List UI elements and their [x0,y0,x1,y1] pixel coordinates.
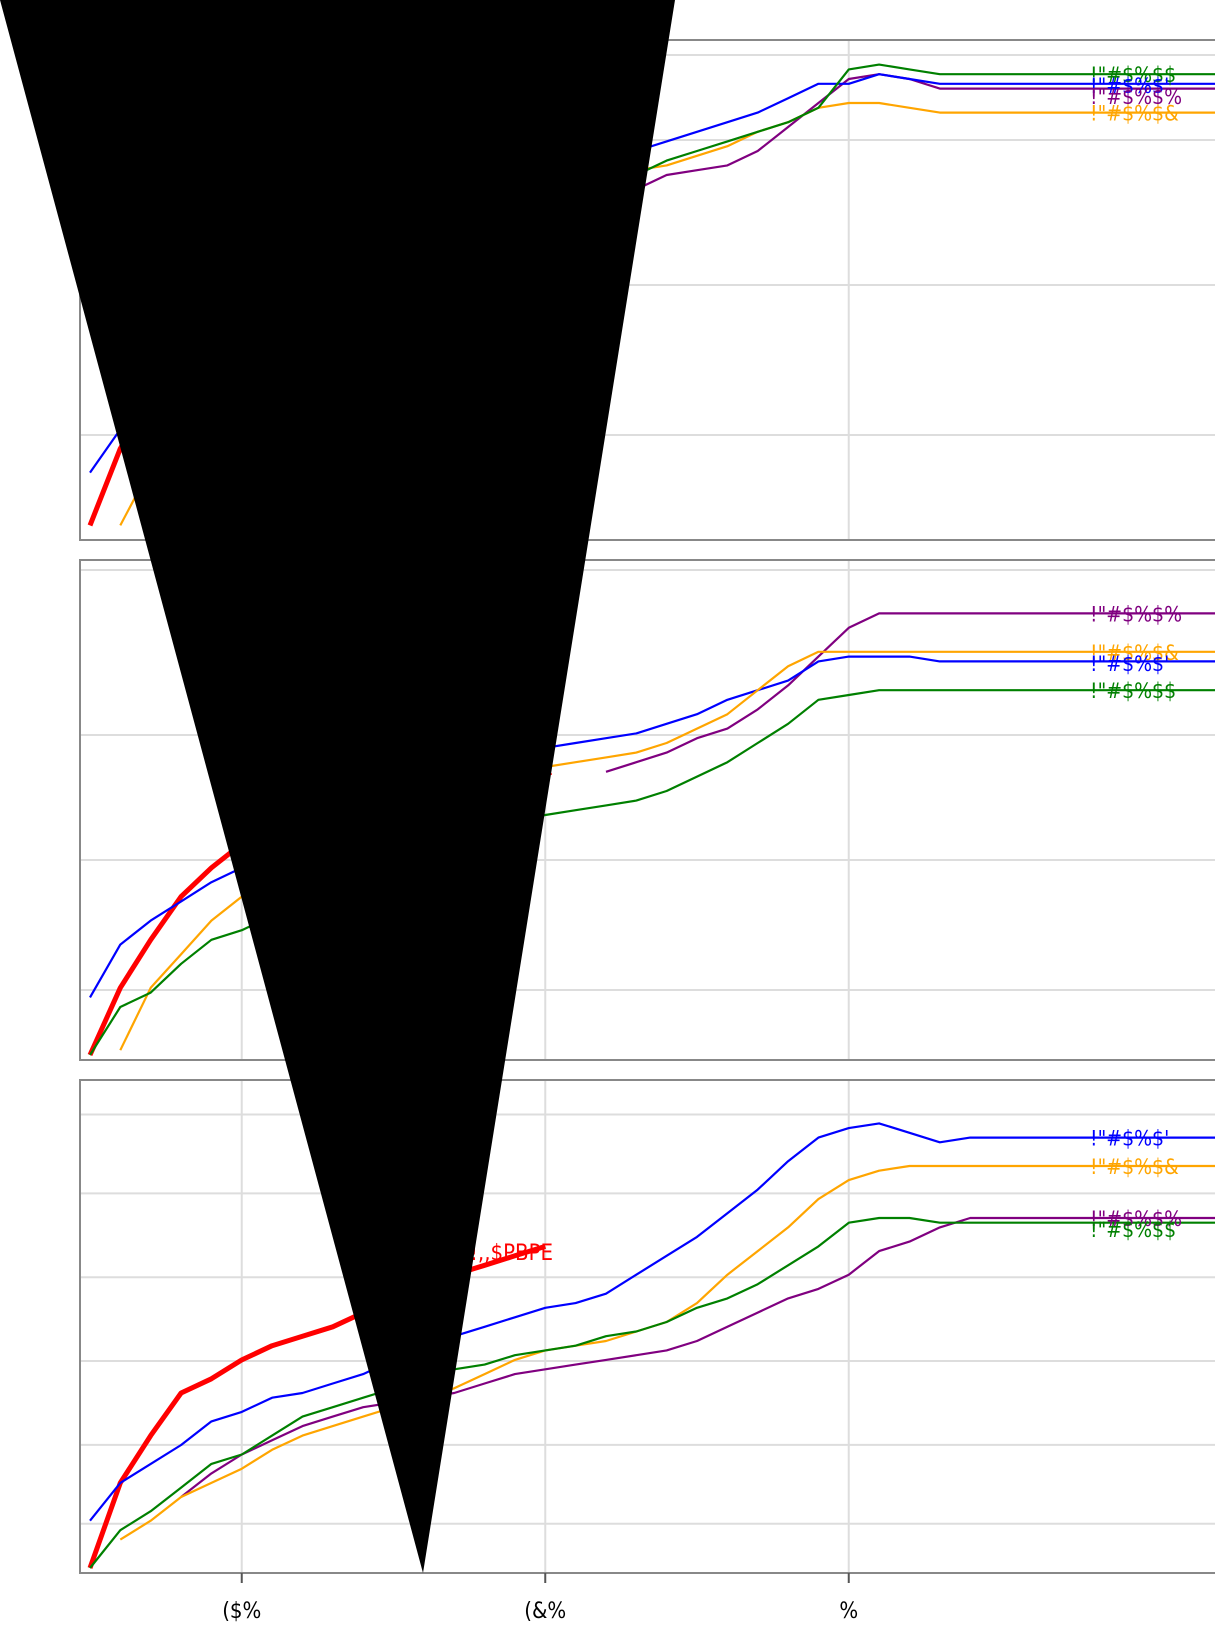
x-axis: ($% (&%% [222,1573,858,1624]
x-tick-label: ($% [222,1599,261,1624]
x-tick-label: (&% [524,1599,566,1624]
series-end-label: !"#$%$& [1090,641,1179,665]
series-end-label: !"#$%$& [1090,1155,1179,1179]
series-end-label: !"#$%$% [1090,602,1182,626]
series-line-008000 [89,1216,1215,1569]
black-triangle-occluder [0,0,675,1573]
series-line-ffa500 [119,1164,1215,1541]
series-end-label: !"#$%$$ [1090,63,1176,87]
series-end-label: !"#$%$& [1090,102,1179,126]
chart-panel-3: !,,$PBPE !"#$%$' !"#$%$& !"#$%$%!"#$%$$ [79,1079,1215,1574]
series-line-800080 [180,1216,1215,1498]
panel-frame [79,1079,1215,1574]
series-line-highlight [87,1244,547,1569]
x-tick-label: % [839,1599,858,1624]
series-end-label: !"#$%$% [1090,1207,1182,1231]
series-end-label: !"#$%$' [1090,74,1169,98]
series-line-0000ff [89,1122,1215,1522]
series-end-label: !"#$%$' [1090,1127,1169,1151]
series-end-label: !"#$%$% [1090,85,1182,109]
annotation-label: !,,$PBPE [470,1241,553,1266]
series-end-label: !"#$%$$ [1090,679,1176,703]
series-end-label: !"#$%$' [1090,652,1169,676]
series-line-800080 [605,612,1215,773]
panel-frame [79,559,1215,1061]
series-end-label: !"#$%$$ [1090,1218,1176,1242]
